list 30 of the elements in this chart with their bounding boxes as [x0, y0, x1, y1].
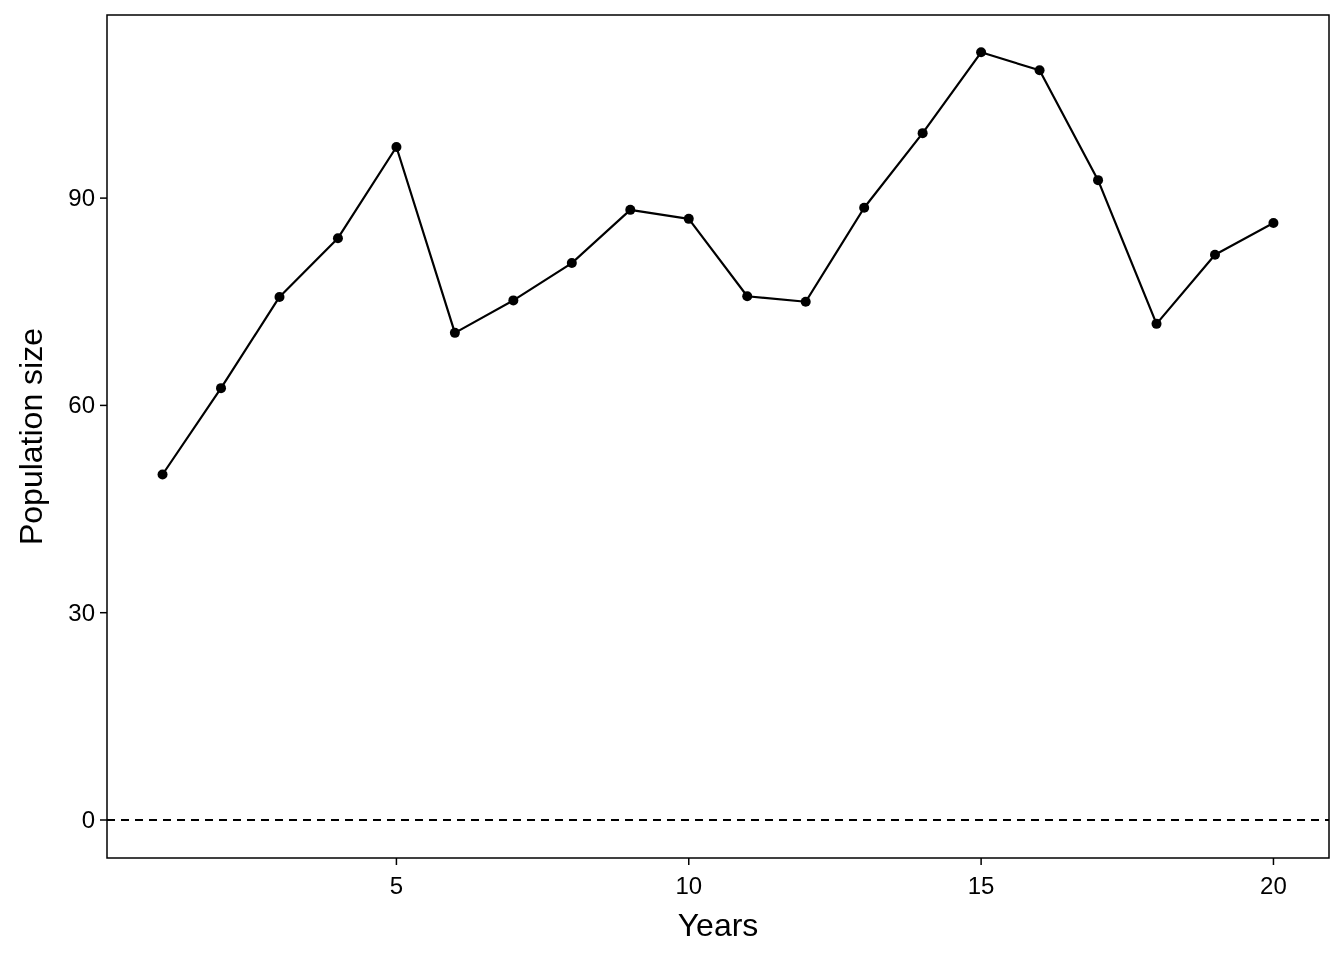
point [800, 296, 811, 307]
point [157, 469, 168, 480]
y-tick-label: 60 [68, 391, 95, 419]
y-tick-label: 0 [81, 806, 95, 833]
point [625, 204, 636, 215]
x-tick-label: 5 [389, 872, 404, 899]
point [917, 128, 928, 139]
point [508, 295, 519, 306]
point [1151, 318, 1162, 329]
point [332, 233, 343, 244]
point [1209, 249, 1220, 260]
x-tick-label: 15 [967, 872, 995, 899]
y-axis-title: Population size [13, 327, 49, 546]
y-tick-label: 30 [68, 598, 95, 626]
y-tick-label: 90 [68, 184, 95, 212]
point [449, 327, 460, 338]
point [742, 291, 753, 302]
point [274, 291, 285, 302]
point [683, 213, 694, 224]
point [566, 258, 577, 269]
x-tick-label: 10 [675, 872, 703, 899]
point [1034, 65, 1045, 76]
point [391, 141, 402, 152]
point [1093, 175, 1104, 186]
point [859, 202, 870, 213]
x-tick-label: 20 [1260, 872, 1287, 899]
point [976, 47, 987, 58]
point [1268, 217, 1279, 228]
x-axis-title: Years [677, 907, 759, 943]
point [216, 383, 227, 394]
